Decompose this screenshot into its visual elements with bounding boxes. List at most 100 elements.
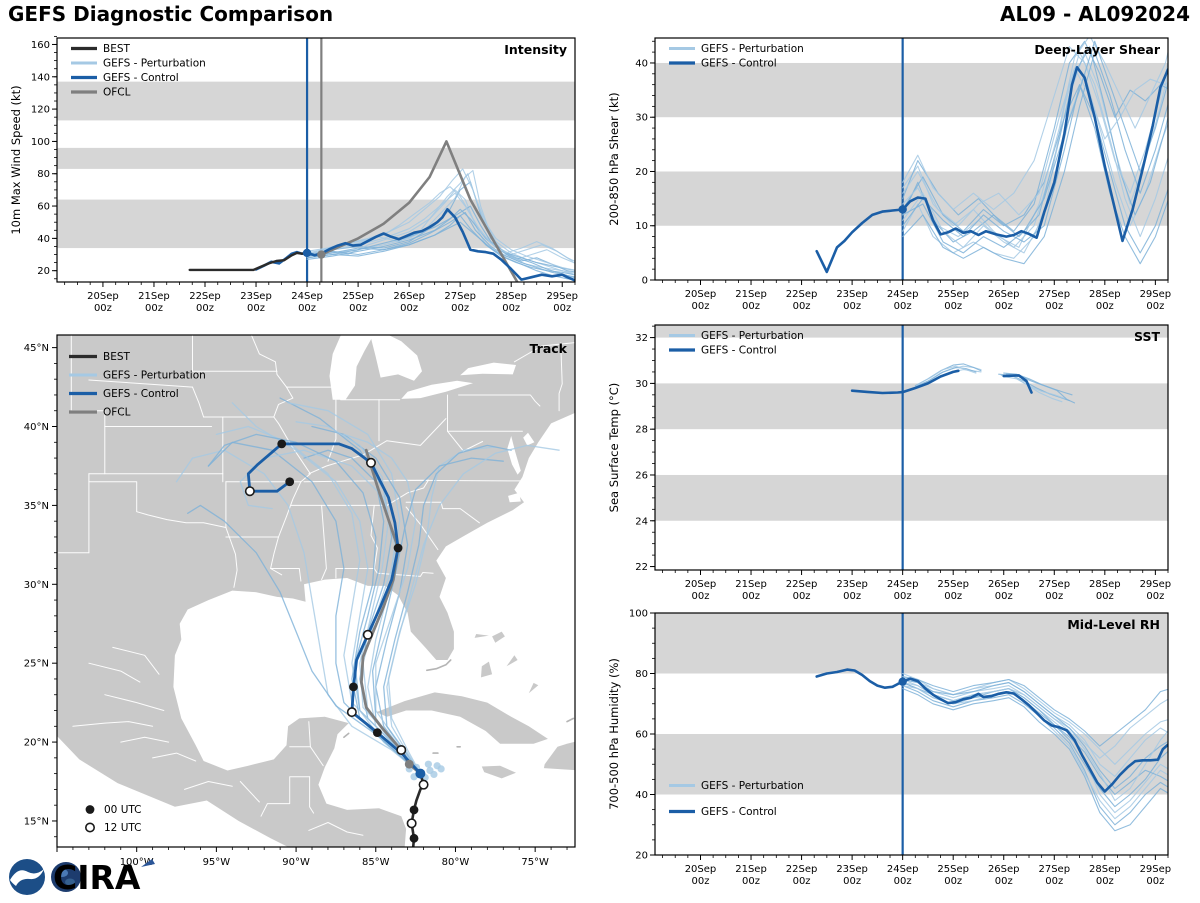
lake xyxy=(329,335,373,400)
rh-bands xyxy=(655,613,1168,795)
shear-panel: 20Sep00z21Sep00z22Sep00z23Sep00z24Sep00z… xyxy=(607,37,1172,312)
x-tick-label: 26Sep xyxy=(393,291,425,302)
track-dot-12utc xyxy=(346,707,357,718)
x-tick-label: 00z xyxy=(349,303,367,314)
lat-tick-label: 20°N xyxy=(24,738,49,749)
legend-item-ofcl: OFCL xyxy=(71,87,131,99)
state-border xyxy=(192,386,205,418)
track-perturbation-line xyxy=(295,421,422,775)
intensity-perturbation-line xyxy=(306,205,575,271)
rh-control-line xyxy=(815,668,1168,793)
y-tick-label: 100 xyxy=(629,609,648,620)
perturbation-start-dot xyxy=(424,760,432,768)
x-tick-label: 00z xyxy=(995,301,1013,312)
intensity-y-axis-label: 10m Max Wind Speed (kt) xyxy=(9,85,23,234)
x-tick-label: 00z xyxy=(995,876,1013,887)
island xyxy=(474,634,489,638)
legend-item-control: GEFS - Control xyxy=(69,388,179,400)
x-tick-label: 00z xyxy=(1045,301,1063,312)
track-dot-00utc xyxy=(285,477,295,487)
sst-perturbation-line xyxy=(917,365,977,386)
lat-tick-label: 30°N xyxy=(24,580,49,591)
shear-panel-title: Deep-Layer Shear xyxy=(1034,42,1160,57)
state-border xyxy=(405,501,480,524)
state-border xyxy=(458,394,541,407)
x-tick-label: 00z xyxy=(298,303,316,314)
y-tick-label: 40 xyxy=(635,790,648,801)
state-border xyxy=(104,694,165,711)
x-tick-label: 00z xyxy=(1096,301,1114,312)
rh-init-dot xyxy=(898,677,907,686)
track-panel-title: Track xyxy=(530,341,568,356)
y-tick-label: 160 xyxy=(31,40,50,51)
lon-tick-label: 75°W xyxy=(521,857,549,868)
state-border xyxy=(308,822,364,836)
state-border xyxy=(72,721,154,727)
track-dot-ofcl xyxy=(404,759,414,769)
cira-logo: CIRA xyxy=(51,858,155,897)
track-current-position-dot xyxy=(415,768,426,779)
lon-tick-label: 100°W xyxy=(120,857,154,868)
state-border xyxy=(327,399,337,462)
state-border xyxy=(239,781,260,803)
rh-perturbation-line xyxy=(902,688,1168,832)
track-dot-00utc xyxy=(277,439,287,449)
category-band xyxy=(655,325,1168,338)
state-border xyxy=(321,504,327,581)
x-tick-label: 29Sep xyxy=(546,291,578,302)
y-tick-label: 28 xyxy=(635,425,648,436)
intensity-panel-title: Intensity xyxy=(504,42,567,57)
state-border xyxy=(270,568,302,582)
shear-plot xyxy=(815,38,1168,280)
island xyxy=(481,661,493,678)
x-tick-label: 00z xyxy=(843,591,861,602)
lat-tick-label: 40°N xyxy=(24,422,49,433)
legend-item-control: GEFS - Control xyxy=(669,345,777,357)
y-tick-label: 100 xyxy=(31,137,50,148)
y-tick-label: 140 xyxy=(31,72,50,83)
state-border xyxy=(558,342,563,412)
island xyxy=(492,631,505,643)
y-tick-label: 30 xyxy=(635,379,648,390)
state-border xyxy=(260,776,311,817)
island xyxy=(506,655,518,667)
lon-tick-label: 90°W xyxy=(282,857,310,868)
rh-plot xyxy=(815,613,1168,855)
x-tick-label: 00z xyxy=(145,303,163,314)
state-border xyxy=(309,776,315,814)
island-chain xyxy=(566,717,575,723)
control-legend-label: GEFS - Control xyxy=(701,806,777,818)
state-border xyxy=(88,662,141,683)
track-dot-00utc xyxy=(409,805,419,815)
x-tick-label: 25Sep xyxy=(937,579,969,590)
x-tick-label: 00z xyxy=(944,591,962,602)
legend-item-perturbation: GEFS - Perturbation xyxy=(669,43,804,55)
track-dot-12utc xyxy=(365,457,376,468)
legend-item-ofcl: OFCL xyxy=(69,407,131,419)
state-border xyxy=(120,736,170,743)
island-chain xyxy=(343,732,350,739)
sst-panel: 20Sep00z21Sep00z22Sep00z23Sep00z24Sep00z… xyxy=(607,324,1171,602)
y-tick-label: 20 xyxy=(37,266,50,277)
x-tick-label: 00z xyxy=(793,301,811,312)
x-tick-label: 00z xyxy=(94,303,112,314)
shear-perturbation-line xyxy=(902,38,1168,248)
rh-x-axis: 20Sep00z21Sep00z22Sep00z23Sep00z24Sep00z… xyxy=(662,855,1171,887)
track-dot-00utc xyxy=(349,682,358,692)
x-tick-label: 29Sep xyxy=(1140,289,1172,300)
x-tick-label: 00z xyxy=(742,301,760,312)
state-border xyxy=(405,506,439,551)
x-tick-label: 21Sep xyxy=(735,289,767,300)
intensity-bands xyxy=(57,81,575,249)
x-tick-label: 22Sep xyxy=(786,579,818,590)
legend-item-perturbation: GEFS - Perturbation xyxy=(669,780,804,792)
x-tick-label: 00z xyxy=(793,876,811,887)
perturbation-legend-label: GEFS - Perturbation xyxy=(701,330,804,342)
x-tick-label: 23Sep xyxy=(836,289,868,300)
x-tick-label: 25Sep xyxy=(937,864,969,875)
x-tick-label: 00z xyxy=(1045,876,1063,887)
x-tick-label: 00z xyxy=(894,876,912,887)
x-tick-label: 25Sep xyxy=(937,289,969,300)
shear-x-axis: 20Sep00z21Sep00z22Sep00z23Sep00z24Sep00z… xyxy=(662,280,1172,312)
shear-frame xyxy=(654,37,1169,281)
